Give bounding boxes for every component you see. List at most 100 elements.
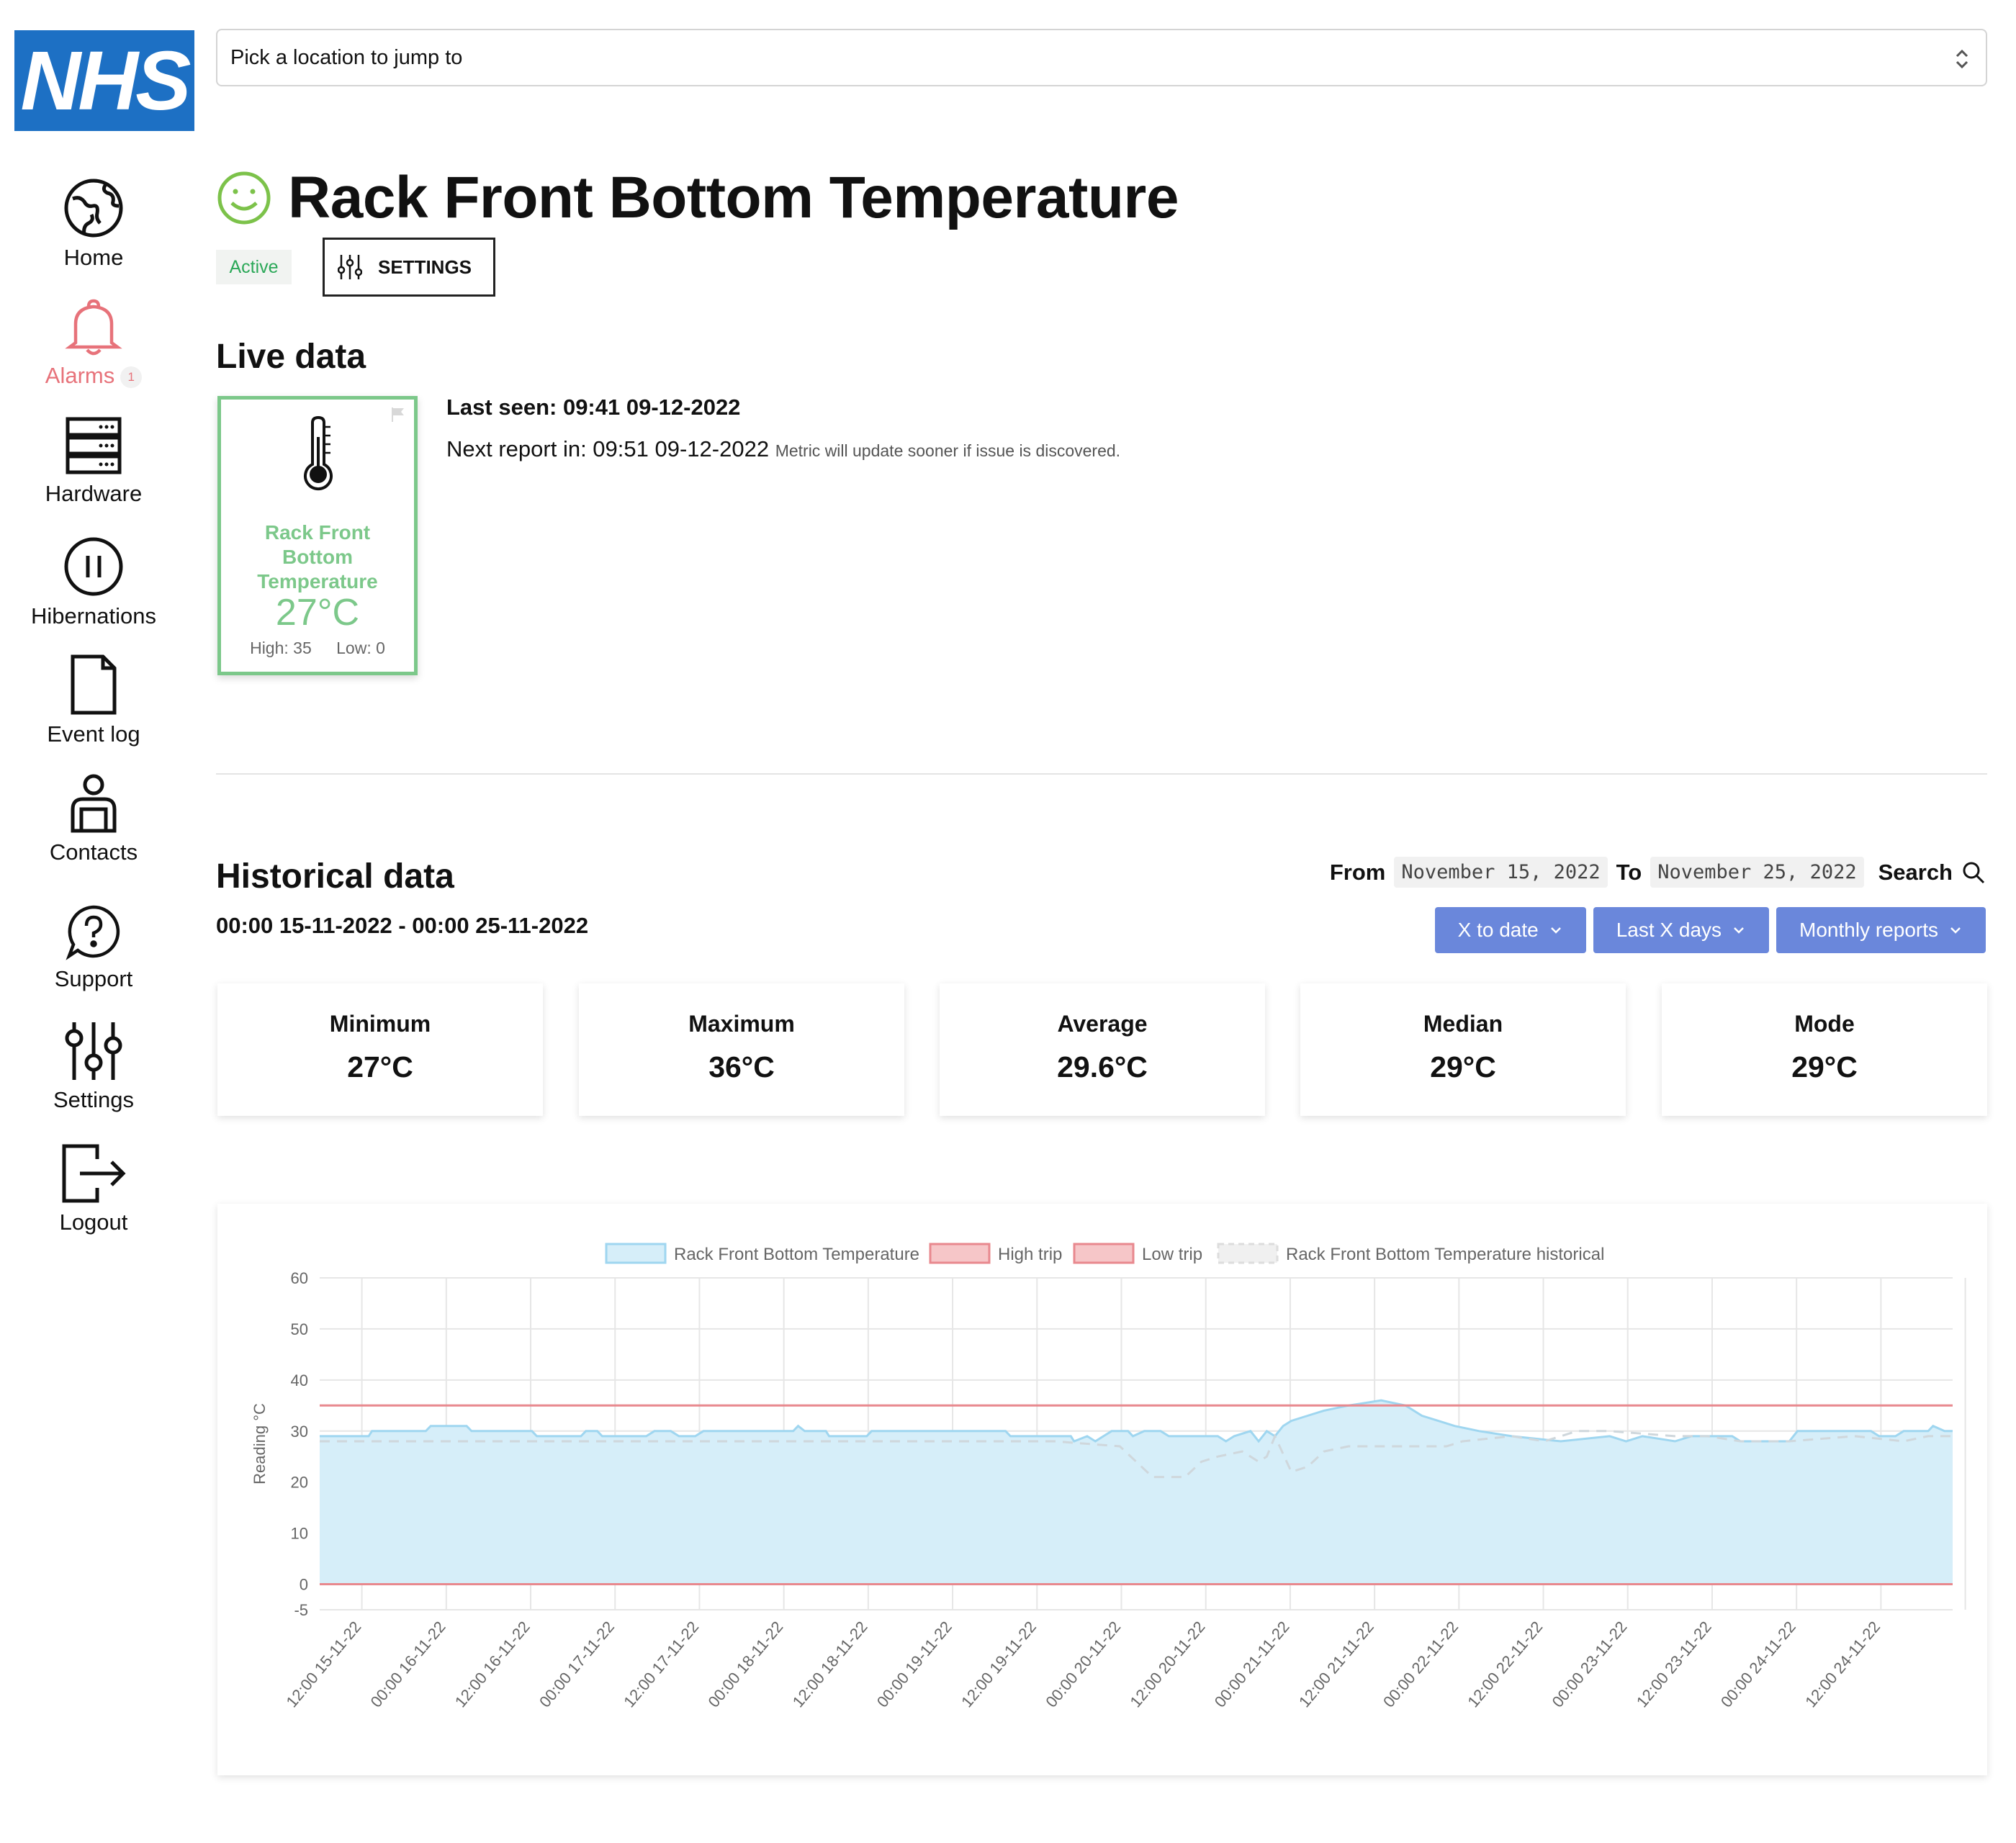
legend-label: Rack Front Bottom Temperature historical <box>1286 1245 1604 1264</box>
x-tick-label: 12:00 20-11-22 <box>1126 1618 1208 1711</box>
stat-median: Median 29°C <box>1300 983 1626 1116</box>
globe-icon <box>64 179 123 238</box>
stat-value: 27°C <box>347 1050 413 1083</box>
bell-icon <box>65 299 122 356</box>
status-badge: Active <box>216 250 292 284</box>
logout-icon <box>62 1144 126 1203</box>
stat-label: Maximum <box>688 1011 795 1037</box>
live-high: High: 35 <box>250 639 312 657</box>
nav-hibernations-label: Hibernations <box>30 603 157 628</box>
nav-hibernations[interactable]: Hibernations <box>0 536 187 629</box>
flag-icon[interactable] <box>391 407 405 423</box>
legend-swatch <box>1217 1243 1279 1264</box>
last-x-days-dropdown[interactable]: Last X days <box>1593 907 1770 953</box>
nav-contacts[interactable]: Contacts <box>0 773 187 865</box>
x-tick-label: 00:00 17-11-22 <box>536 1618 618 1711</box>
search-icon <box>1963 862 1985 883</box>
historical-range: 00:00 15-11-2022 - 00:00 25-11-2022 <box>216 913 589 938</box>
monthly-reports-dropdown[interactable]: Monthly reports <box>1776 907 1986 953</box>
historical-data-heading: Historical data <box>216 857 454 896</box>
x-tick-label: 12:00 15-11-22 <box>282 1618 364 1711</box>
nav-home[interactable]: Home <box>0 177 187 271</box>
person-icon <box>71 774 117 833</box>
stat-label: Mode <box>1794 1011 1855 1037</box>
live-metric-card[interactable]: Rack Front Bottom Temperature 27°C High:… <box>217 396 418 675</box>
history-chart[interactable]: Rack Front Bottom Temperature High trip Lo… <box>217 1204 1987 1775</box>
y-tick-label: 20 <box>291 1474 308 1492</box>
legend-label: High trip <box>998 1245 1062 1264</box>
next-report: Next report in: 09:51 09-12-2022 Metric … <box>446 436 1120 462</box>
live-high-low: High: 35 Low: 0 <box>221 639 414 658</box>
stat-minimum: Minimum 27°C <box>217 983 543 1116</box>
from-label: From <box>1329 859 1386 885</box>
historical-series-line <box>320 1430 1953 1479</box>
live-data-heading: Live data <box>216 338 366 376</box>
alarm-count-badge: 1 <box>120 366 143 388</box>
legend-label: Low trip <box>1142 1245 1202 1264</box>
x-tick-label: 00:00 19-11-22 <box>873 1618 955 1711</box>
stat-value: 36°C <box>708 1050 775 1083</box>
x-tick-label: 12:00 19-11-22 <box>958 1618 1040 1711</box>
title-row: Rack Front Bottom Temperature <box>216 164 1179 232</box>
to-label: To <box>1616 859 1642 885</box>
nav-settings-label: Settings <box>53 1087 134 1112</box>
next-report-note: Metric will update sooner if issue is di… <box>775 441 1121 460</box>
x-tick-label: 12:00 23-11-22 <box>1633 1618 1715 1711</box>
y-tick-label: 50 <box>291 1320 308 1338</box>
stat-label: Average <box>1057 1011 1148 1037</box>
y-tick-label: 60 <box>291 1269 308 1287</box>
search-button[interactable]: Search <box>1878 860 1986 886</box>
x-tick-label: 00:00 21-11-22 <box>1211 1618 1293 1711</box>
search-label: Search <box>1878 859 1953 885</box>
series-line <box>320 1399 1953 1443</box>
location-select-label: Pick a location to jump to <box>230 45 463 69</box>
x-tick-label: 12:00 21-11-22 <box>1295 1618 1377 1711</box>
nhs-logo[interactable]: NHS <box>14 30 194 131</box>
stat-average: Average 29.6°C <box>940 983 1265 1116</box>
nav-hardware[interactable]: Hardware <box>0 416 187 507</box>
sliders-icon <box>65 1022 122 1080</box>
y-tick-label: 0 <box>300 1576 308 1594</box>
x-tick-label: 12:00 24-11-22 <box>1801 1618 1884 1711</box>
chevron-down-icon <box>1550 927 1561 934</box>
logo-text: NHS <box>20 34 192 127</box>
stat-mode: Mode 29°C <box>1662 983 1987 1116</box>
nav-alarms[interactable]: Alarms 1 <box>0 298 187 389</box>
stat-label: Median <box>1423 1011 1503 1037</box>
from-date-input[interactable]: November 15, 2022 <box>1394 857 1608 888</box>
nav-support[interactable]: Support <box>0 903 187 992</box>
x-tick-label: 12:00 16-11-22 <box>451 1618 534 1711</box>
nav-support-label: Support <box>54 966 133 991</box>
server-icon <box>66 417 122 474</box>
x-to-date-dropdown[interactable]: X to date <box>1434 907 1586 953</box>
legend-swatch <box>605 1243 667 1264</box>
y-tick-label: -5 <box>294 1601 308 1619</box>
nav-settings[interactable]: Settings <box>0 1021 187 1113</box>
nav-contacts-label: Contacts <box>49 839 138 865</box>
y-axis-title: Reading °C <box>251 1403 269 1484</box>
legend-swatch <box>1073 1243 1135 1264</box>
settings-button[interactable]: SETTINGS <box>323 238 495 297</box>
nav-logout-label: Logout <box>59 1209 128 1235</box>
preset-buttons: X to date Last X days Monthly reports <box>1428 907 1986 953</box>
last-x-days-label: Last X days <box>1616 919 1722 941</box>
stat-label: Minimum <box>329 1011 431 1037</box>
x-tick-label: 00:00 24-11-22 <box>1717 1618 1799 1711</box>
stat-value: 29°C <box>1791 1050 1858 1083</box>
chevron-down-icon <box>1950 927 1961 934</box>
thermometer-icon <box>304 415 333 491</box>
legend-label: Rack Front Bottom Temperature <box>674 1245 919 1264</box>
x-to-date-label: X to date <box>1457 919 1539 941</box>
to-date-input[interactable]: November 25, 2022 <box>1650 857 1864 888</box>
nav-event-log[interactable]: Event log <box>0 654 187 747</box>
page-title: Rack Front Bottom Temperature <box>288 165 1179 230</box>
nav-home-label: Home <box>63 245 124 270</box>
y-tick-label: 30 <box>291 1423 308 1441</box>
location-select[interactable]: Pick a location to jump to <box>216 29 1987 86</box>
settings-button-label: SETTINGS <box>378 256 472 278</box>
x-tick-label: 00:00 22-11-22 <box>1380 1618 1462 1711</box>
help-icon <box>66 905 120 960</box>
stat-value: 29.6°C <box>1057 1050 1148 1083</box>
nav-logout[interactable]: Logout <box>0 1143 187 1235</box>
x-tick-label: 00:00 23-11-22 <box>1549 1618 1631 1711</box>
